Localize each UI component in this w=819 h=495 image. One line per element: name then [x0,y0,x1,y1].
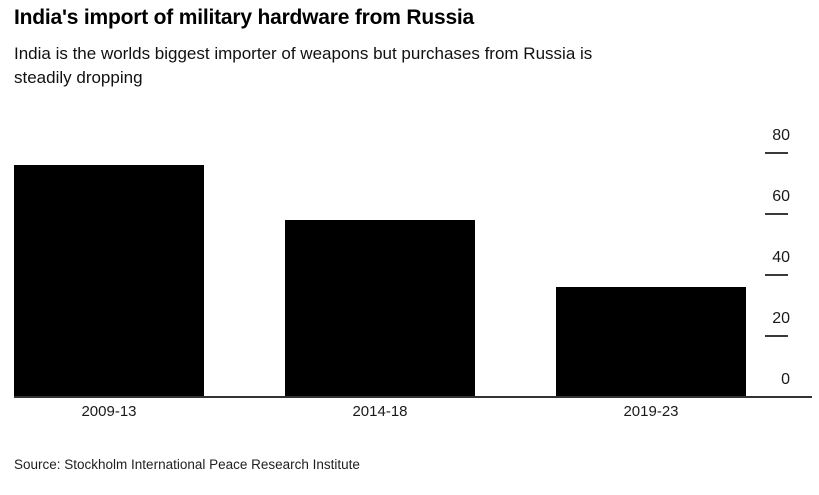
x-axis-baseline [14,396,812,398]
y-axis-tick-80 [765,152,788,154]
y-axis-label-20: 20 [772,310,790,327]
x-axis-label-2009-13: 2009-13 [81,403,137,420]
bar-2009-13 [14,165,204,397]
x-axis-label-2014-18: 2014-18 [352,403,408,420]
y-axis-tick-60 [765,213,788,215]
chart-subtitle: India is the worlds biggest importer of … [14,42,592,90]
y-axis-label-60: 60 [772,188,790,205]
y-axis-label-80: 80 [772,127,790,144]
subtitle-line-1: India is the worlds biggest importer of … [14,44,593,63]
chart-title: India's import of military hardware from… [14,6,475,29]
y-axis-tick-20 [765,335,788,337]
bar-2019-23 [556,287,746,397]
y-axis-tick-40 [765,274,788,276]
source-note: Source: Stockholm International Peace Re… [14,457,360,472]
y-axis-label-0: 0 [781,371,790,388]
subtitle-line-2: steadily dropping [14,68,143,87]
x-axis-label-2019-23: 2019-23 [623,403,679,420]
bar-2014-18 [285,220,475,397]
y-axis-label-40: 40 [772,249,790,266]
